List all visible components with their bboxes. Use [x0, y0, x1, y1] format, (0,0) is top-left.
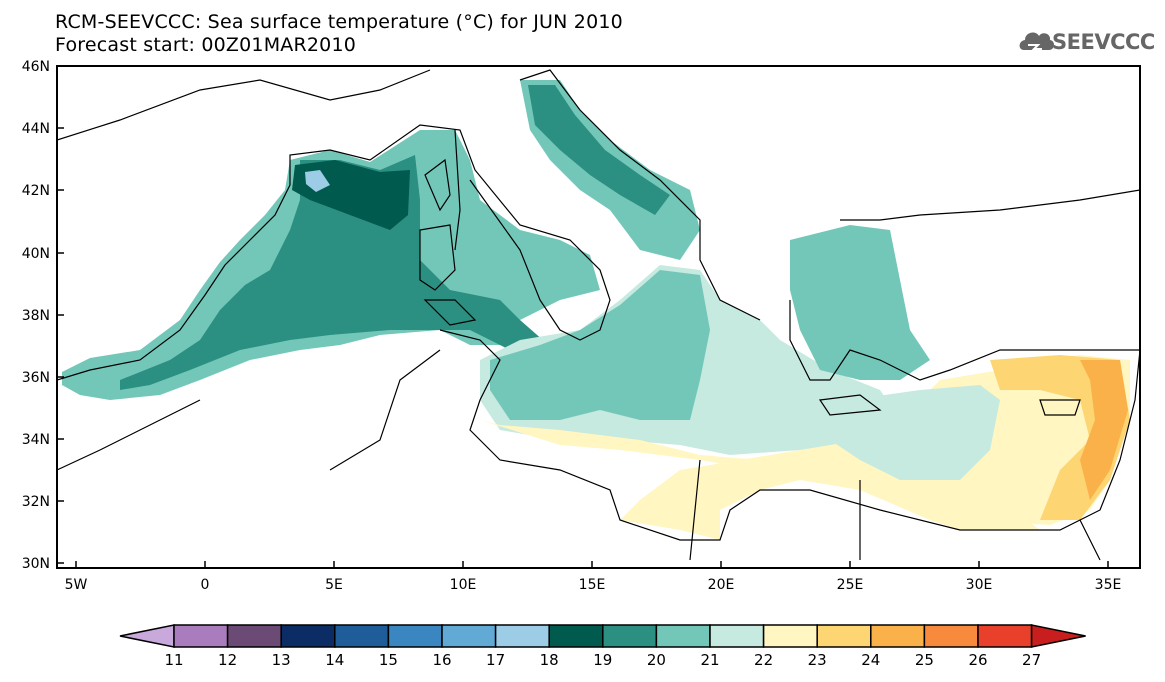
lat-tick-label: 38N	[22, 308, 50, 324]
lon-tick-label: 30E	[966, 577, 993, 593]
colorbar-label: 24	[861, 651, 881, 669]
lon-tick-label: 20E	[708, 577, 735, 593]
colorbar-bin	[280, 624, 336, 648]
lat-labels: 46N 44N 42N 40N 38N 36N 34N 32N 30N	[22, 59, 50, 572]
colorbar-label: 19	[593, 651, 613, 669]
colorbar-bin	[548, 624, 604, 648]
coastlines	[57, 69, 1140, 561]
plot-frame	[56, 65, 1141, 569]
colorbar-bin	[441, 624, 497, 648]
lat-tick-label: 36N	[22, 370, 50, 386]
colorbar-bin	[870, 624, 926, 648]
colorbar-bin	[655, 624, 711, 648]
colorbar-bin	[816, 624, 872, 648]
logo-text: SEEVCCC	[1052, 30, 1155, 54]
colorbar-label: 27	[1022, 651, 1042, 669]
colorbar-bin	[709, 624, 765, 648]
colorbar	[119, 624, 1086, 648]
lat-tick-label: 34N	[22, 432, 50, 448]
colorbar-bin	[602, 624, 658, 648]
colorbar-bin	[387, 624, 443, 648]
lon-tick-label: 5E	[325, 577, 343, 593]
colorbar-bin	[334, 624, 390, 648]
colorbar-label: 11	[164, 651, 184, 669]
colorbar-max-arrow	[1030, 624, 1086, 648]
lon-tick-label: 15E	[579, 577, 606, 593]
colorbar-bin	[173, 624, 229, 648]
lat-axis	[57, 65, 64, 564]
colorbar-label: 23	[807, 651, 827, 669]
sst-adriatic-north	[528, 85, 670, 215]
colorbar-bin	[762, 624, 818, 648]
sst-cold-spot	[305, 170, 330, 192]
colorbar-label: 25	[914, 651, 934, 669]
sst-western-core	[120, 155, 560, 390]
sst-east-central	[830, 385, 1000, 480]
lon-tick-label: 35E	[1095, 577, 1122, 593]
lon-tick-label: 5W	[65, 577, 88, 593]
sst-levantine-hot	[1080, 360, 1128, 500]
map-title: RCM-SEEVCCC: Sea surface temperature (°C…	[55, 11, 623, 33]
cloud-logo-icon	[1019, 32, 1055, 50]
lat-tick-label: 30N	[22, 556, 50, 572]
colorbar-label: 22	[754, 651, 774, 669]
colorbar-label: 17	[486, 651, 506, 669]
lat-tick-label: 40N	[22, 246, 50, 262]
lat-tick-label: 44N	[22, 121, 50, 137]
lat-tick-label: 32N	[22, 494, 50, 510]
colorbar-label: 18	[539, 651, 559, 669]
sst-field	[62, 80, 1130, 540]
colorbar-label: 16	[432, 651, 452, 669]
sst-ionian-teal	[490, 270, 710, 420]
colorbar-label: 21	[700, 651, 720, 669]
lon-tick-label: 0	[201, 577, 210, 593]
colorbar-label: 13	[271, 651, 291, 669]
sst-aegean	[790, 225, 930, 380]
colorbar-label: 14	[325, 651, 345, 669]
colorbar-label: 15	[378, 651, 398, 669]
lon-axis	[75, 561, 1109, 568]
forecast-subtitle: Forecast start: 00Z01MAR2010	[55, 34, 357, 56]
lon-tick-label: 25E	[837, 577, 864, 593]
colorbar-label: 26	[968, 651, 988, 669]
colorbar-label: 20	[646, 651, 666, 669]
colorbar-bin	[977, 624, 1033, 648]
lon-labels: 5W 0 5E 10E 15E 20E 25E 30E 35E	[65, 577, 1122, 593]
colorbar-bin	[923, 624, 979, 648]
lon-tick-label: 10E	[450, 577, 477, 593]
lat-tick-label: 42N	[22, 183, 50, 199]
colorbar-label: 12	[218, 651, 238, 669]
colorbar-min-arrow	[119, 624, 175, 648]
lat-tick-label: 46N	[22, 59, 50, 75]
colorbar-bin	[494, 624, 550, 648]
colorbar-bin	[226, 624, 282, 648]
